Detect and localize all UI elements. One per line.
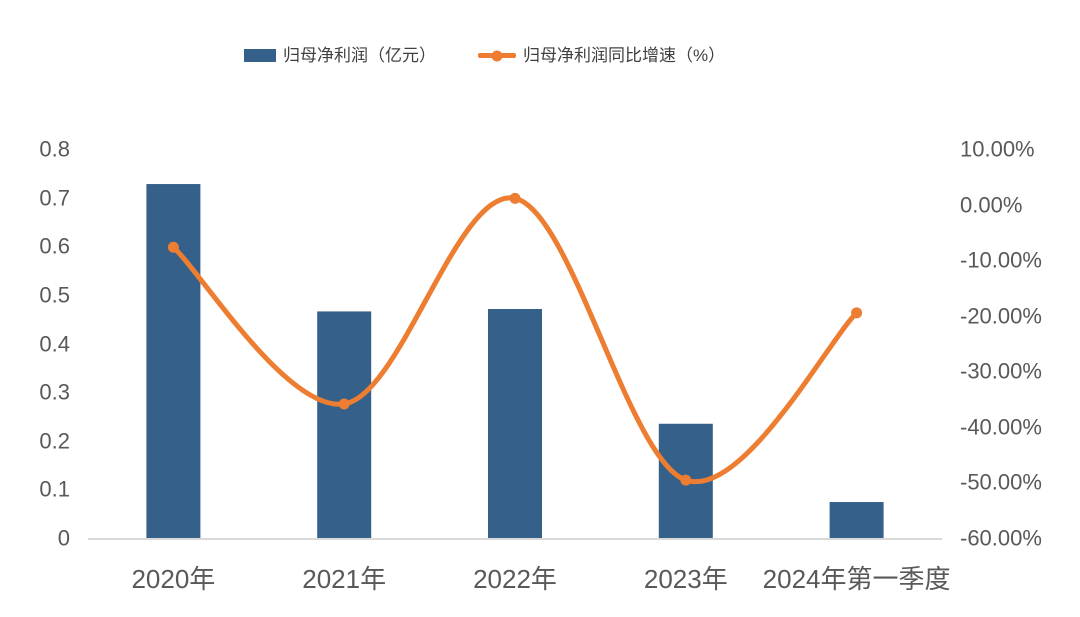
left-axis-tick-label: 0.8 — [39, 136, 70, 162]
chart-legend: 归母净利润（亿元） 归母净利润同比增速（%） — [244, 47, 725, 64]
line-marker-2021年 — [338, 398, 350, 410]
left-axis-tick-label: 0 — [57, 525, 70, 551]
right-axis-tick-label: -10.00% — [960, 247, 1042, 273]
right-axis-tick-label: -50.00% — [960, 469, 1042, 495]
line-marker-2023年 — [680, 474, 692, 486]
x-axis-category-label: 2023年 — [643, 564, 728, 594]
line-marker-2020年 — [167, 241, 179, 253]
legend-label-net-profit: 归母净利润（亿元） — [283, 46, 436, 65]
left-axis-tick-label: 0.3 — [39, 379, 70, 405]
right-axis-tick-label: -40.00% — [960, 414, 1042, 440]
left-axis-tick-label: 0.5 — [39, 282, 70, 308]
bar-series-swatch-icon — [244, 49, 276, 62]
left-axis-tick-label: 0.7 — [39, 185, 70, 211]
bar-2021年 — [317, 311, 372, 539]
right-axis-tick-label: -30.00% — [960, 358, 1042, 384]
right-axis-tick-label: -60.00% — [960, 525, 1042, 551]
legend-label-growth-rate: 归母净利润同比增速（%） — [523, 46, 726, 65]
right-axis-tick-label: 10.00% — [960, 136, 1035, 162]
left-axis-tick-label: 0.6 — [39, 233, 70, 259]
legend-item-growth-rate: 归母净利润同比增速（%） — [478, 47, 725, 64]
bar-2020年 — [146, 184, 201, 539]
legend-item-net-profit: 归母净利润（亿元） — [244, 47, 436, 64]
x-axis-category-label: 2024年第一季度 — [762, 564, 951, 594]
line-marker-icon — [491, 50, 503, 61]
x-axis-category-label: 2021年 — [302, 564, 387, 594]
right-axis-tick-label: 0.00% — [960, 192, 1023, 218]
left-axis-tick-label: 0.4 — [39, 331, 70, 357]
line-marker-2022年 — [509, 192, 521, 204]
x-axis-category-label: 2020年 — [131, 564, 216, 594]
bar-2024年第一季度 — [829, 502, 884, 539]
x-axis-category-label: 2022年 — [473, 564, 557, 594]
line-series-swatch-icon — [478, 50, 516, 61]
bar-2022年 — [488, 309, 542, 539]
left-axis-tick-label: 0.2 — [39, 428, 70, 454]
left-axis-tick-label: 0.1 — [39, 476, 70, 502]
right-axis-tick-label: -20.00% — [960, 303, 1042, 329]
line-marker-2024年第一季度 — [851, 307, 863, 319]
